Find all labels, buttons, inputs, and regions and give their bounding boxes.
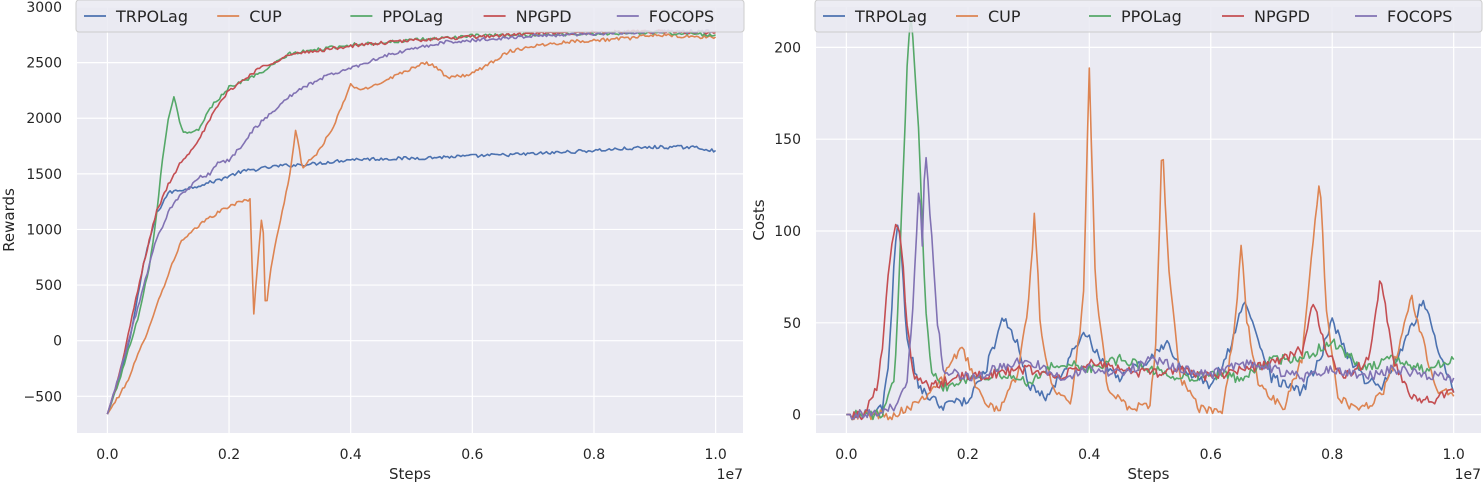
rewards-y-tick-label: 1500 xyxy=(26,167,62,183)
rewards-y-tick-labels: −500 0 500 1000 1500 2000 2500 3000 xyxy=(24,0,62,405)
rewards-y-tick-label: 2000 xyxy=(26,111,62,127)
costs-legend-label-ppolag: PPOLag xyxy=(1121,7,1182,26)
rewards-x-tick-label: 1.0 xyxy=(704,447,726,463)
rewards-x-tick-label: 0.2 xyxy=(218,447,240,463)
rewards-x-exponent-label: 1e7 xyxy=(717,467,743,483)
costs-legend-label-npgpd: NPGPD xyxy=(1254,7,1310,26)
rewards-legend-box xyxy=(75,0,745,33)
costs-x-tick-label: 0.0 xyxy=(835,447,857,463)
rewards-y-tick-label: 1000 xyxy=(26,222,62,238)
costs-legend: TRPOLag CUP PPOLag NPGPD FOCOPS xyxy=(814,0,1483,33)
costs-y-tick-label: 100 xyxy=(774,224,801,240)
costs-y-tick-label: 50 xyxy=(783,316,801,332)
costs-x-tick-label: 1.0 xyxy=(1443,447,1465,463)
rewards-x-tick-labels: 0.0 0.2 0.4 0.6 0.8 1.0 xyxy=(96,447,726,463)
rewards-line-cup xyxy=(106,33,717,415)
rewards-line-trpolag xyxy=(106,144,717,415)
costs-legend-label-cup: CUP xyxy=(988,7,1021,26)
rewards-y-tick-label: 500 xyxy=(35,278,62,294)
rewards-legend-label-npgpd: NPGPD xyxy=(516,7,572,26)
rewards-y-axis-label: Rewards xyxy=(0,188,18,252)
costs-x-tick-label: 0.6 xyxy=(1200,447,1222,463)
costs-legend-label-focops: FOCOPS xyxy=(1387,7,1452,26)
costs-grid xyxy=(816,7,1481,433)
rewards-y-tick-label: 0 xyxy=(53,334,62,350)
costs-x-tick-label: 0.2 xyxy=(957,447,979,463)
costs-x-tick-labels: 0.0 0.2 0.4 0.6 0.8 1.0 xyxy=(835,447,1465,463)
rewards-line-focops xyxy=(106,29,716,415)
costs-line-cup xyxy=(846,67,1455,421)
rewards-legend-label-cup: CUP xyxy=(249,7,282,26)
rewards-legend: TRPOLag CUP PPOLag NPGPD FOCOPS xyxy=(75,0,745,33)
costs-x-tick-label: 0.8 xyxy=(1321,447,1343,463)
rewards-legend-label-ppolag: PPOLag xyxy=(382,7,443,26)
costs-legend-label-trpolag: TRPOLag xyxy=(854,7,927,26)
costs-y-tick-label: 0 xyxy=(792,408,801,424)
rewards-x-tick-label: 0.4 xyxy=(340,447,362,463)
rewards-plot-area xyxy=(77,7,743,433)
costs-y-tick-label: 200 xyxy=(774,40,801,56)
costs-y-tick-labels: 0 50 100 150 200 xyxy=(774,40,801,423)
rewards-y-tick-label: −500 xyxy=(24,389,62,405)
rewards-x-tick-label: 0.8 xyxy=(583,447,605,463)
costs-x-exponent-label: 1e7 xyxy=(1455,467,1481,483)
costs-x-axis-label: Steps xyxy=(1128,465,1170,483)
costs-line-npgpd xyxy=(846,223,1455,421)
costs-y-tick-label: 150 xyxy=(774,132,801,148)
rewards-chart: 0.0 0.2 0.4 0.6 0.8 1.0 −500 0 500 1000 1500 2000 2… xyxy=(0,0,745,483)
costs-series-lines xyxy=(846,15,1455,421)
rewards-x-axis-label: Steps xyxy=(389,465,431,483)
costs-line-ppolag xyxy=(846,15,1455,421)
rewards-legend-label-focops: FOCOPS xyxy=(649,7,714,26)
rewards-series-lines xyxy=(106,29,717,415)
rewards-x-tick-label: 0.6 xyxy=(461,447,483,463)
costs-chart: 0.0 0.2 0.4 0.6 0.8 1.0 0 50 100 150 200 Steps Co… xyxy=(750,0,1483,483)
costs-y-axis-label: Costs xyxy=(750,199,768,240)
costs-line-focops xyxy=(846,156,1455,420)
rewards-y-tick-label: 3000 xyxy=(26,0,62,16)
rewards-x-tick-label: 0.0 xyxy=(96,447,118,463)
costs-legend-box xyxy=(814,0,1483,33)
costs-x-tick-label: 0.4 xyxy=(1078,447,1100,463)
rewards-legend-label-trpolag: TRPOLag xyxy=(115,7,188,26)
rewards-y-tick-label: 2500 xyxy=(26,56,62,72)
